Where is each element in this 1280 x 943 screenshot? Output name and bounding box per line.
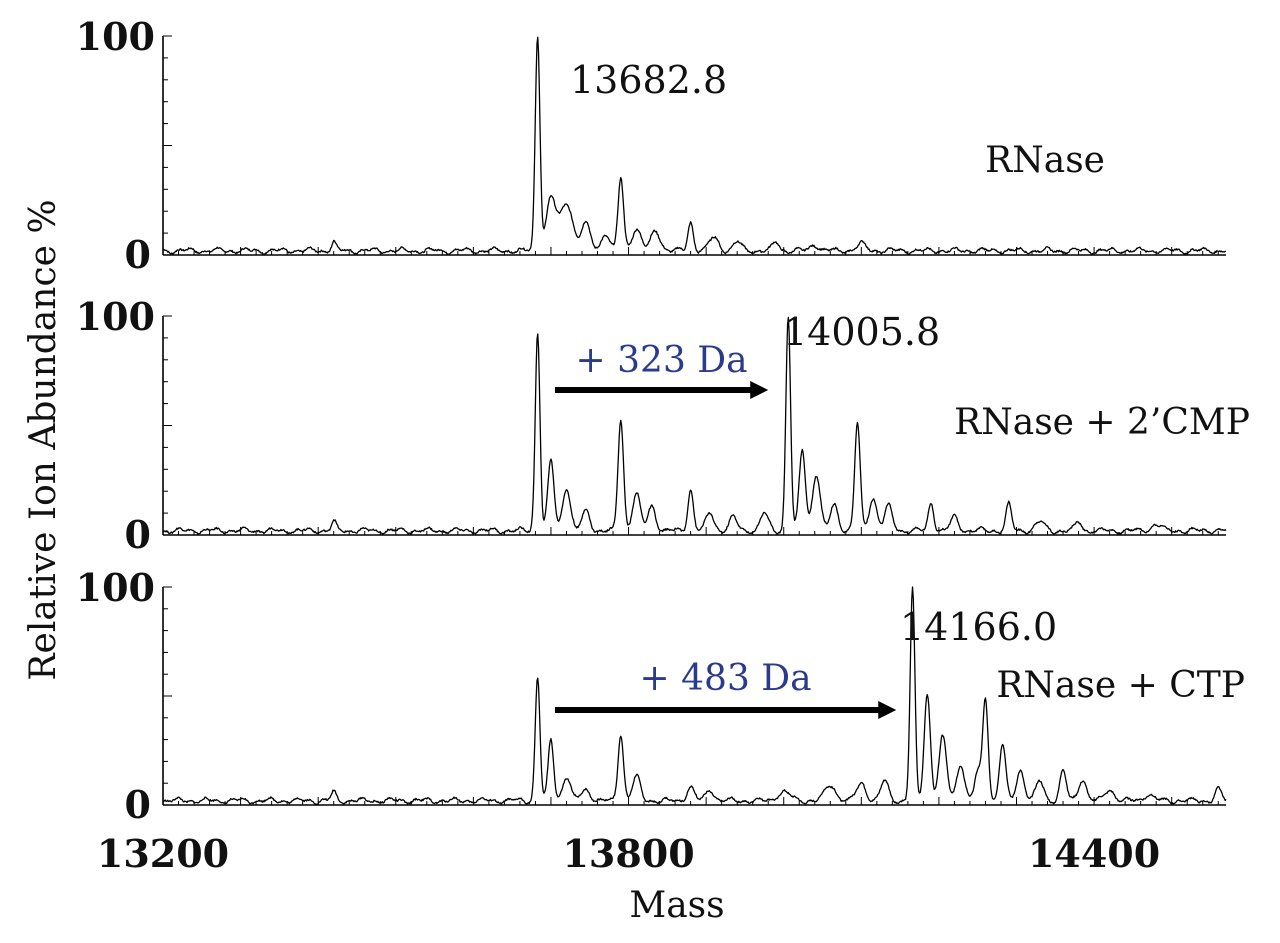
y-tick-label-0: 0 [125, 782, 151, 827]
y-axis-title: Relative Ion Abundance % [23, 199, 64, 680]
y-tick-label-100: 100 [76, 14, 155, 59]
x-tick-label: 13200 [97, 831, 229, 876]
peak-mass-label: 14005.8 [783, 310, 940, 354]
y-tick-label-0: 0 [125, 232, 151, 277]
spectrum-trace [162, 586, 1227, 805]
spectrum-panel: 100 0 13682.8 RNase [76, 14, 1227, 277]
sample-label: RNase + CTP [996, 665, 1245, 706]
peak-mass-label: 14166.0 [900, 605, 1057, 649]
sample-label: RNase [985, 140, 1105, 181]
spectrum-panel: 100 0 14005.8 RNase + 2’CMP + 323 Da [76, 294, 1250, 557]
mass-shift-arrowhead [878, 701, 897, 719]
y-tick-label-0: 0 [125, 512, 151, 557]
x-tick-label: 14400 [1028, 831, 1160, 876]
x-tick-label: 13800 [562, 831, 694, 876]
y-tick-label-100: 100 [76, 565, 155, 610]
mass-shift-arrowhead [750, 381, 769, 399]
peak-mass-label: 13682.8 [570, 58, 727, 102]
spectrum-trace [162, 316, 1227, 535]
mass-shift-label: + 483 Da [640, 658, 812, 699]
y-tick-label-100: 100 [76, 294, 155, 339]
spectrum-panel: 100 0 14166.0 RNase + CTP + 483 Da [76, 565, 1245, 827]
spectrum-trace [162, 36, 1227, 256]
sample-label: RNase + 2’CMP [954, 402, 1250, 443]
x-axis-title: Mass [629, 885, 724, 926]
mass-shift-label: + 323 Da [576, 340, 748, 381]
